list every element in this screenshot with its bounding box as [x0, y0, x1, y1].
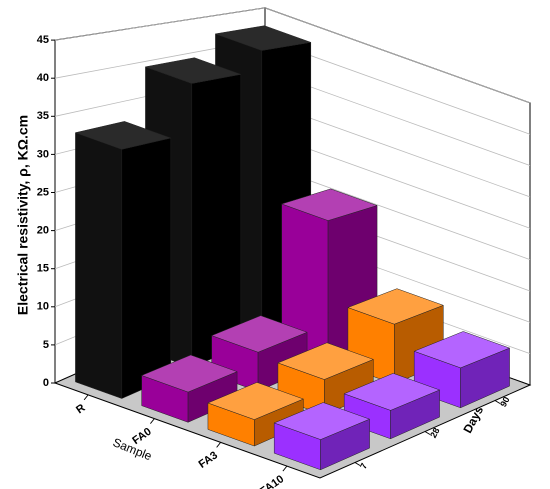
bar-top-face [280, 188, 378, 221]
bar [343, 373, 441, 440]
y-tick-label: 20 [37, 225, 49, 237]
bar-top-face [210, 315, 308, 353]
x-tick [149, 418, 155, 424]
x-tick-label: FA10 [258, 473, 286, 489]
bar-top-face [214, 25, 312, 51]
z-tick [424, 431, 431, 435]
y-tick-label: 15 [37, 263, 49, 275]
bar-top-face [277, 342, 375, 380]
z-tick [494, 400, 501, 404]
bar [273, 402, 371, 471]
y-tick-label: 40 [37, 72, 49, 84]
x-tick [83, 394, 89, 401]
bar [140, 354, 238, 423]
x-tick-label: FA3 [197, 449, 220, 470]
z-tick-label: 90 [498, 395, 512, 409]
bar-front-face [75, 132, 123, 399]
y-tick-label: 0 [43, 377, 49, 389]
bar-side-face [121, 137, 172, 399]
x-tick-label: R [74, 402, 87, 416]
bar-top-face [74, 121, 172, 150]
y-tick-label: 45 [37, 34, 49, 46]
x-tick-label: FA0 [130, 426, 153, 447]
y-tick-label: 25 [37, 186, 49, 198]
grid-line [54, 7, 531, 104]
y-tick-label: 5 [43, 339, 49, 351]
bar-top-face [207, 382, 305, 420]
x-tick [282, 465, 288, 472]
y-tick-label: 30 [37, 148, 49, 160]
bar-top-face [140, 354, 238, 393]
bar-top-face [273, 402, 371, 440]
y-tick-label: 10 [37, 301, 49, 313]
bar-top-face [343, 373, 441, 411]
z-tick [354, 462, 361, 466]
bar-top-face [347, 288, 445, 325]
y-axis-title: Electrical resistivity, ρ, KΩ.cm [15, 115, 31, 315]
x-tick [216, 442, 222, 448]
bar-side-face [191, 74, 242, 368]
bar-top-face [144, 57, 242, 84]
bar [74, 121, 172, 399]
z-tick-label: 28 [428, 426, 442, 440]
bar-top-face [413, 331, 511, 369]
y-tick-label: 35 [37, 110, 49, 122]
z-tick-label: 7 [358, 461, 369, 470]
